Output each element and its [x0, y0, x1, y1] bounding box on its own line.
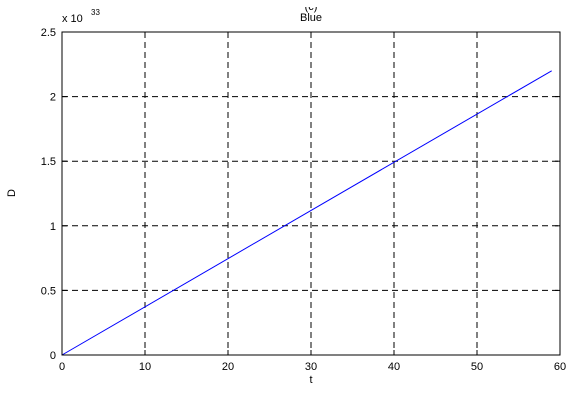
x-tick-label: 0 [59, 361, 65, 373]
y-tick-label: 2 [50, 92, 56, 104]
y-multiplier-exponent: 33 [91, 8, 100, 17]
series-line [61, 70, 552, 356]
y-axis-multiplier: x 10 33 [62, 8, 100, 25]
x-tick-label: 10 [139, 361, 151, 373]
grid-lines [62, 32, 560, 355]
series-layer [61, 70, 552, 356]
y-multiplier-base: x 10 [62, 13, 83, 25]
y-tick-label: 1 [50, 221, 56, 233]
x-tick-label: 20 [222, 361, 234, 373]
x-tick-label: 60 [554, 361, 566, 373]
x-tick-labels: 0 10 20 30 40 50 60 [59, 361, 566, 373]
y-tick-label: 0 [50, 350, 56, 362]
y-tick-label: 2.5 [41, 27, 56, 39]
x-tick-label: 30 [305, 361, 317, 373]
y-tick-label: 0.5 [41, 285, 56, 297]
y-tick-label: 1.5 [41, 156, 56, 168]
x-tick-label: 40 [388, 361, 400, 373]
y-tick-labels: 0 0.5 1 1.5 2 2.5 [41, 27, 56, 362]
chart-title: Blue [300, 12, 322, 24]
x-tick-label: 50 [471, 361, 483, 373]
y-axis-label: D [6, 189, 18, 197]
tick-marks [61, 31, 561, 356]
x-axis-label: t [309, 374, 312, 386]
plot-area [61, 31, 561, 356]
